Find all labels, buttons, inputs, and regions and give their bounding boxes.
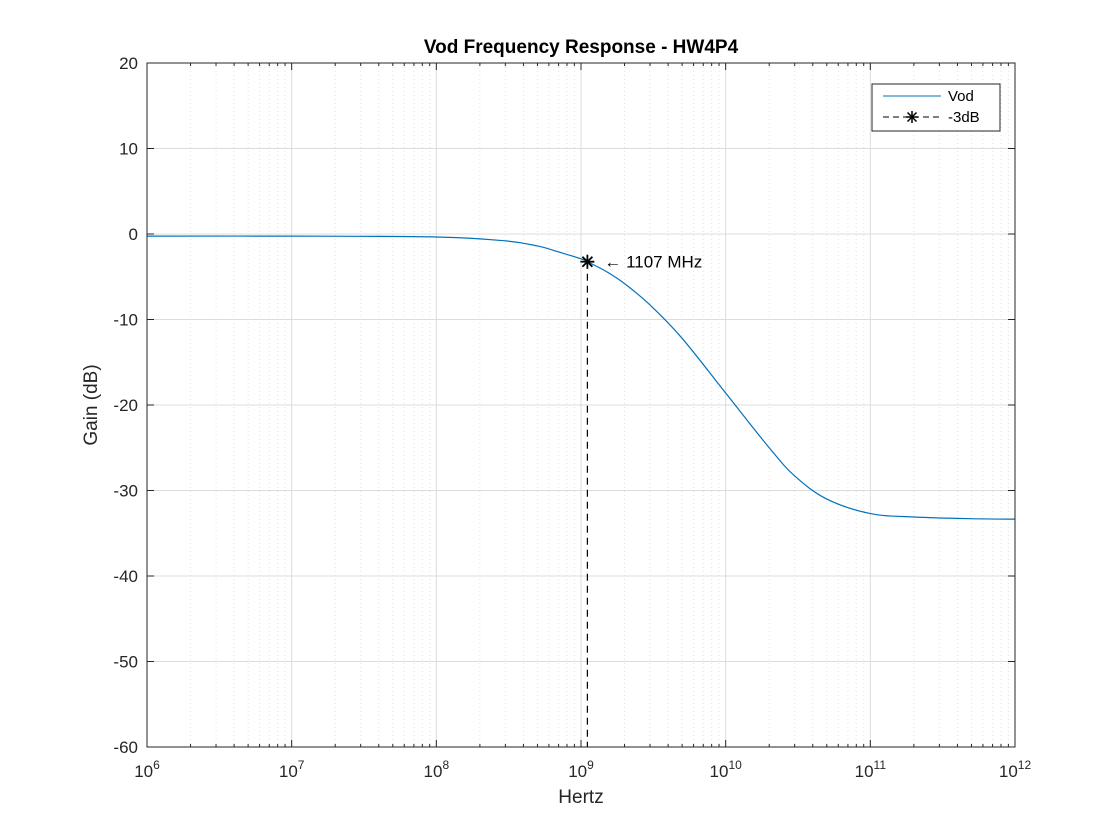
major-grid xyxy=(147,63,1015,747)
tick-labels: 106 107 108 109 1010 1011 1012 -60 -50 -40 -30 -20 -… xyxy=(113,54,1031,781)
y-tick-label: -50 xyxy=(113,653,138,672)
minus-3db-marker xyxy=(580,254,595,269)
legend-box xyxy=(871,83,1001,132)
legend-label-vod: Vod xyxy=(948,88,974,105)
annotation-3db-frequency: ← 1107 MHz xyxy=(604,253,702,272)
x-tick-label: 1011 xyxy=(855,758,887,781)
x-tick-label: 108 xyxy=(424,758,450,781)
series-line-vod xyxy=(146,235,1016,520)
y-tick-label: 0 xyxy=(129,225,138,244)
legend-asterisk-marker xyxy=(906,111,918,123)
series-layer xyxy=(146,235,1016,747)
y-tick-label: -60 xyxy=(113,738,138,757)
x-axis-label: Hertz xyxy=(558,787,603,808)
legend: Vod -3dB xyxy=(871,83,1001,132)
x-tick-label: 1012 xyxy=(999,758,1032,781)
y-axis-label: Gain (dB) xyxy=(81,364,102,445)
legend-label-3db: -3dB xyxy=(948,109,980,126)
y-tick-label: -10 xyxy=(113,311,138,330)
y-tick-label: -30 xyxy=(113,482,138,501)
y-tick-label: 10 xyxy=(119,140,138,159)
chart-title: Vod Frequency Response - HW4P4 xyxy=(424,37,739,58)
annotation-layer: ← 1107 MHz xyxy=(604,253,702,272)
x-tick-label: 1010 xyxy=(710,758,743,781)
x-tick-label: 107 xyxy=(279,758,305,781)
x-tick-label: 106 xyxy=(134,758,160,781)
x-tick-label: 109 xyxy=(568,758,594,781)
ticks xyxy=(146,62,1016,748)
y-tick-label: -40 xyxy=(113,567,138,586)
y-tick-label: 20 xyxy=(119,54,138,73)
y-tick-label: -20 xyxy=(113,396,138,415)
